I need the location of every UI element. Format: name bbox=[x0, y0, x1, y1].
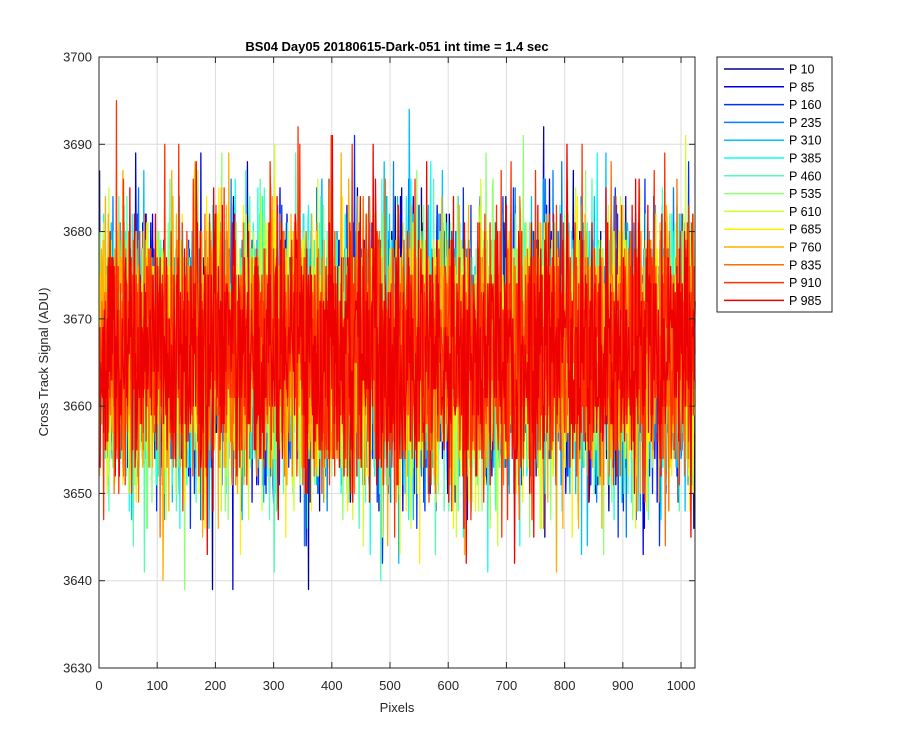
axes-box bbox=[98, 56, 696, 669]
y-tick-label: 3670 bbox=[63, 311, 92, 326]
x-tick-label: 400 bbox=[321, 678, 343, 693]
x-tick-label: 300 bbox=[263, 678, 285, 693]
legend-label: P 535 bbox=[789, 187, 821, 201]
legend-label: P 685 bbox=[789, 223, 821, 237]
legend-label: P 160 bbox=[789, 98, 821, 112]
y-tick-label: 3700 bbox=[63, 50, 92, 65]
x-tick-label: 0 bbox=[95, 678, 102, 693]
legend-label: P 385 bbox=[789, 152, 821, 166]
legend-label: P 910 bbox=[789, 276, 821, 290]
legend-label: P 235 bbox=[789, 116, 821, 130]
legend: P 10 P 85 P 160 P 235 P 310 P 385 P 460 P 535 P … bbox=[716, 56, 833, 313]
y-axis-label: Cross Track Signal (ADU) bbox=[36, 288, 51, 437]
y-tick-label: 3660 bbox=[63, 399, 92, 414]
legend-label: P 760 bbox=[789, 241, 821, 255]
x-tick-label: 800 bbox=[554, 678, 576, 693]
y-tick-label: 3690 bbox=[63, 137, 92, 152]
x-tick-label: 1000 bbox=[667, 678, 696, 693]
x-tick-label: 600 bbox=[437, 678, 459, 693]
x-tick-label: 200 bbox=[205, 678, 227, 693]
legend-label: P 10 bbox=[789, 63, 815, 77]
legend-label: P 985 bbox=[789, 294, 821, 308]
axis-ticks: 0 100 200 300 400 500 600 700 800 900 1000 3630 3640… bbox=[63, 50, 695, 694]
y-tick-label: 3640 bbox=[63, 573, 92, 588]
y-tick-label: 3630 bbox=[63, 661, 92, 676]
x-axis-label: Pixels bbox=[380, 700, 415, 715]
chart-title: BS04 Day05 20180615-Dark-051 int time = … bbox=[245, 39, 548, 54]
legend-label: P 835 bbox=[789, 258, 821, 272]
legend-label: P 310 bbox=[789, 134, 821, 148]
x-tick-label: 500 bbox=[379, 678, 401, 693]
x-tick-label: 100 bbox=[146, 678, 168, 693]
x-tick-label: 700 bbox=[496, 678, 518, 693]
y-tick-label: 3680 bbox=[63, 224, 92, 239]
x-tick-label: 900 bbox=[612, 678, 634, 693]
legend-box bbox=[716, 56, 833, 313]
legend-label: P 85 bbox=[789, 80, 815, 94]
series-line bbox=[98, 134, 696, 564]
y-tick-label: 3650 bbox=[63, 486, 92, 501]
legend-label: P 610 bbox=[789, 205, 821, 219]
series-lines bbox=[98, 99, 696, 591]
legend-label: P 460 bbox=[789, 169, 821, 183]
